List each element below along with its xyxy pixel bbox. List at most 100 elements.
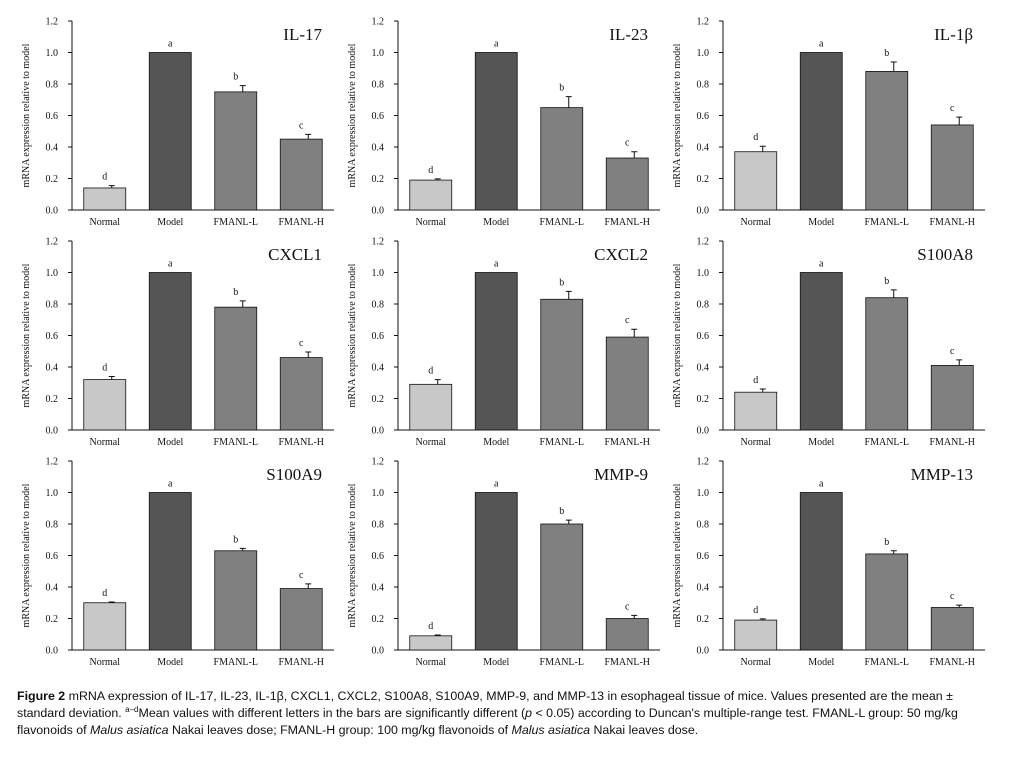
y-tick-label: 1.2	[372, 457, 385, 468]
bar	[279, 138, 323, 211]
significance-letter: c	[950, 103, 955, 114]
significance-letter: b	[559, 83, 564, 94]
y-tick-label: 0.2	[697, 394, 710, 405]
y-tick-label: 0.8	[372, 300, 385, 311]
y-tick-label: 0.6	[46, 551, 59, 562]
y-tick-label: 0.6	[697, 111, 710, 122]
error-bar	[305, 583, 312, 589]
y-tick-label: 1.2	[46, 457, 59, 468]
y-tick-label: 0.4	[697, 583, 710, 594]
y-tick-label: 1.2	[697, 237, 710, 248]
y-tick-label: 0.8	[46, 80, 59, 91]
category-label: FMANL-H	[278, 437, 324, 448]
y-tick-label: 1.2	[372, 237, 385, 248]
significance-letter: b	[233, 287, 238, 298]
category-label: FMANL-H	[278, 657, 324, 668]
y-tick-label: 0.4	[697, 363, 710, 374]
bar	[605, 618, 649, 651]
bar	[148, 492, 192, 651]
category-label: Model	[483, 437, 509, 448]
error-bar	[434, 634, 441, 636]
y-tick-label: 0.8	[46, 520, 59, 531]
y-tick-label: 0.6	[372, 331, 385, 342]
bar	[799, 52, 843, 211]
y-tick-label: 0.2	[46, 174, 59, 185]
significance-letter: a	[819, 259, 824, 270]
y-tick-label: 0.0	[372, 646, 385, 657]
y-tick-label: 1.0	[697, 268, 710, 279]
y-tick-label: 0.2	[372, 174, 385, 185]
category-label: FMANL-L	[540, 437, 584, 448]
category-label: FMANL-L	[214, 437, 258, 448]
caption-p: p	[525, 706, 533, 720]
significance-letter: c	[625, 315, 630, 326]
error-bar	[890, 550, 897, 554]
significance-letter: b	[233, 72, 238, 83]
error-bar	[305, 351, 312, 358]
y-tick-label: 0.6	[697, 551, 710, 562]
y-tick-label: 0.0	[46, 206, 59, 217]
panel-title: CXCL2	[594, 245, 648, 264]
significance-letter: a	[168, 259, 173, 270]
error-bar	[890, 61, 897, 72]
y-tick-label: 0.2	[372, 614, 385, 625]
category-label: Model	[808, 657, 834, 668]
y-tick-label: 1.2	[697, 17, 710, 28]
error-bar	[239, 300, 246, 308]
category-label: Normal	[89, 657, 120, 668]
y-tick-label: 0.8	[46, 300, 59, 311]
bar	[474, 492, 518, 651]
y-tick-label: 1.0	[46, 488, 59, 499]
caption-species-1: Malus asiatica	[90, 723, 169, 737]
error-bar	[956, 604, 963, 608]
bar	[930, 365, 974, 431]
bar	[148, 52, 192, 211]
category-label: Normal	[740, 217, 771, 228]
y-tick-label: 0.8	[697, 80, 710, 91]
y-axis-label: mRNA expression relative to model	[672, 483, 683, 627]
y-tick-label: 1.0	[372, 268, 385, 279]
significance-letter: c	[625, 601, 630, 612]
category-label: FMANL-L	[865, 437, 909, 448]
caption-text-4: Nakai leaves dose; FMANL-H group: 100 mg…	[168, 723, 512, 737]
y-tick-label: 0.2	[46, 614, 59, 625]
y-tick-label: 1.2	[46, 17, 59, 28]
y-axis-label: mRNA expression relative to model	[347, 263, 358, 407]
y-tick-label: 0.8	[697, 520, 710, 531]
panel-title: IL-1β	[934, 25, 973, 44]
y-axis-label: mRNA expression relative to model	[21, 483, 32, 627]
bar	[540, 107, 584, 211]
error-bar	[108, 601, 115, 603]
bar	[474, 272, 518, 431]
bar	[409, 179, 453, 211]
chart-panel: 0.0 0.2 0.4 0.6 0.8 1.0 1.2 mRNA expression rel…	[672, 457, 985, 668]
error-bar	[434, 178, 441, 181]
bar	[930, 124, 974, 211]
y-axis-label: mRNA expression relative to model	[672, 263, 683, 407]
bar	[540, 523, 584, 651]
y-tick-label: 0.4	[46, 143, 59, 154]
error-bar	[239, 85, 246, 92]
y-tick-label: 0.8	[697, 300, 710, 311]
chart-panel: 0.0 0.2 0.4 0.6 0.8 1.0 1.2 mRNA expression rel…	[672, 237, 985, 448]
category-label: FMANL-L	[540, 217, 584, 228]
error-bar	[631, 328, 638, 338]
y-tick-label: 0.0	[372, 426, 385, 437]
category-label: FMANL-H	[604, 657, 650, 668]
bar	[865, 297, 909, 431]
bar	[83, 379, 127, 431]
category-label: Normal	[89, 437, 120, 448]
y-axis-label: mRNA expression relative to model	[672, 43, 683, 187]
bar	[214, 550, 258, 651]
y-tick-label: 1.0	[372, 488, 385, 499]
significance-letter: d	[428, 621, 433, 632]
y-tick-label: 1.0	[697, 48, 710, 59]
category-label: FMANL-L	[865, 217, 909, 228]
category-label: Model	[808, 437, 834, 448]
chart-panel: 0.0 0.2 0.4 0.6 0.8 1.0 1.2 mRNA expression rel…	[21, 237, 334, 448]
error-bar	[759, 388, 766, 393]
chart-panel: 0.0 0.2 0.4 0.6 0.8 1.0 1.2 mRNA expression rel…	[21, 17, 334, 228]
y-tick-label: 1.0	[697, 488, 710, 499]
category-label: Model	[157, 437, 183, 448]
bar	[409, 635, 453, 651]
